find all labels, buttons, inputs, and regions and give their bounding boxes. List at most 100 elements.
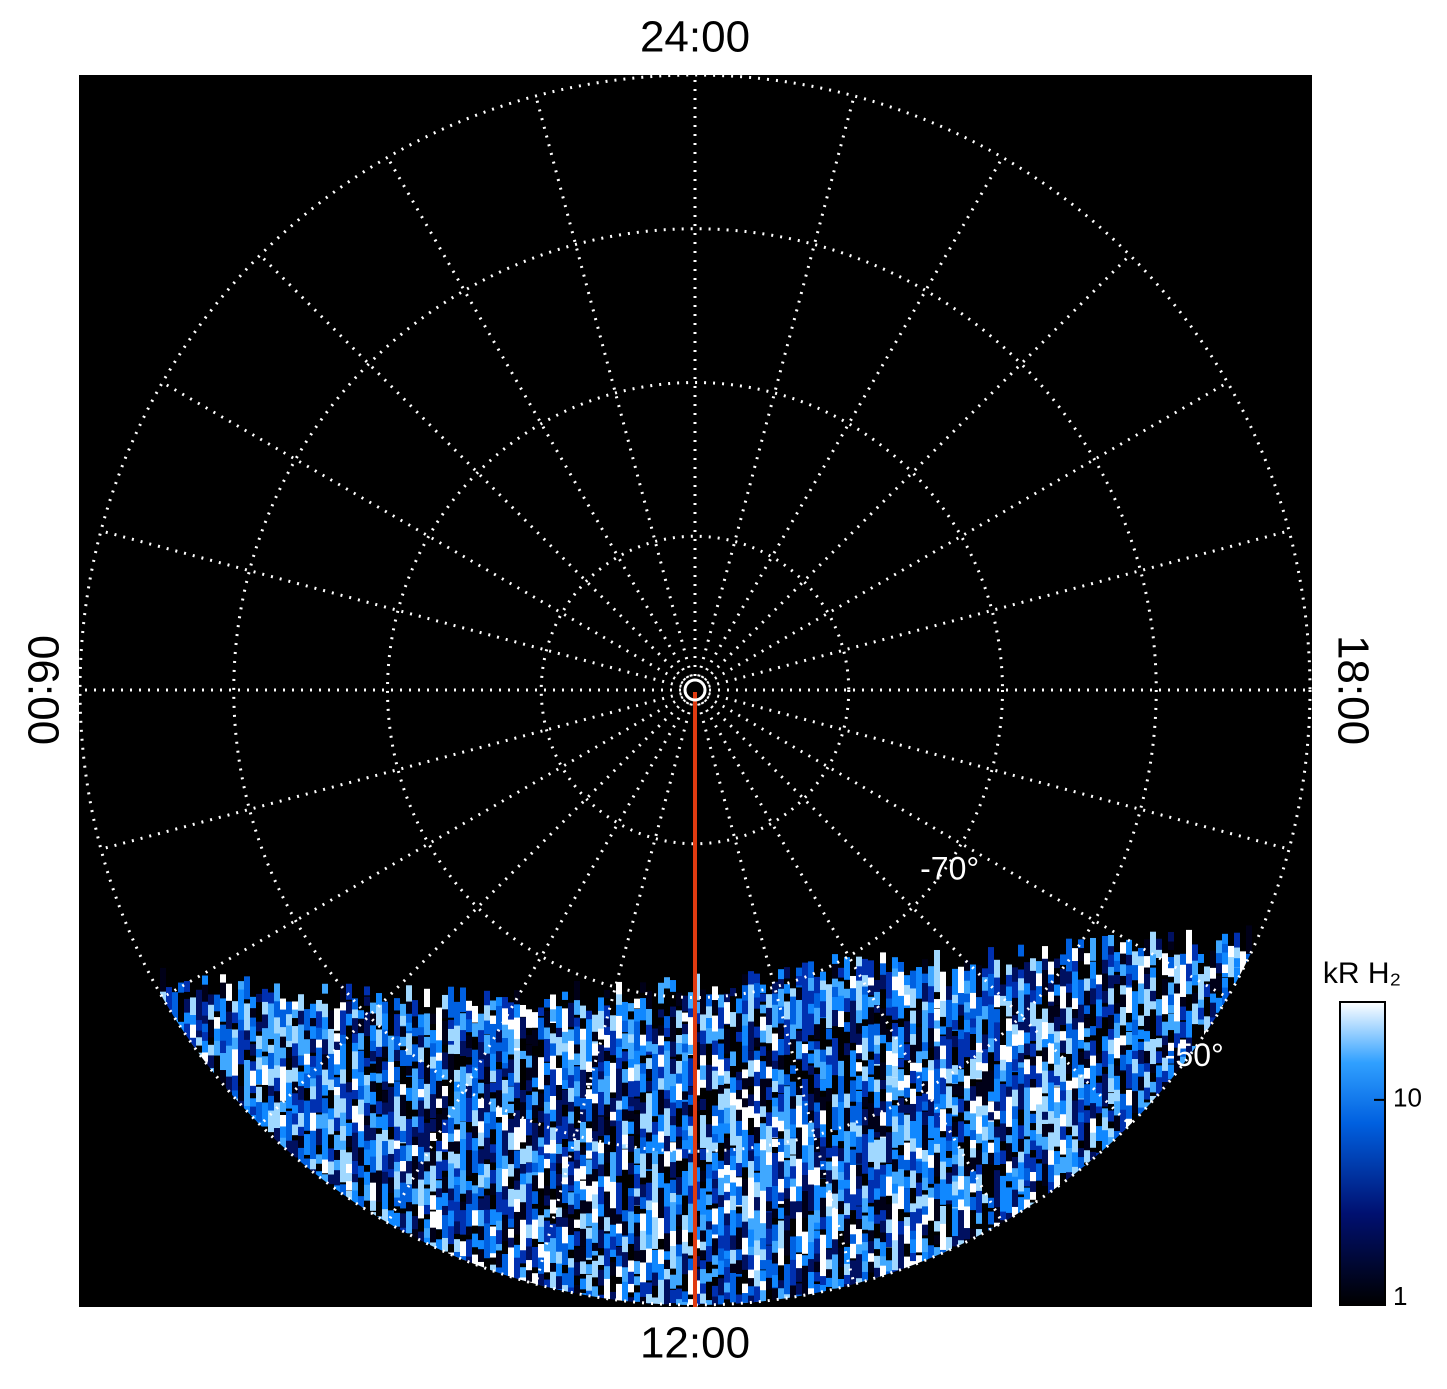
emission-cell	[634, 1213, 640, 1227]
emission-cell	[586, 1213, 592, 1227]
emission-cell	[676, 1177, 682, 1195]
emission-cell	[790, 1155, 796, 1167]
emission-cell	[766, 1024, 772, 1044]
emission-cell	[394, 998, 400, 1011]
emission-cell	[214, 1040, 220, 1056]
emission-cell	[814, 1272, 820, 1282]
emission-cell	[808, 1271, 814, 1305]
emission-cell	[562, 991, 568, 1000]
emission-cell	[820, 1197, 826, 1224]
emission-cell	[1222, 977, 1228, 993]
emission-cell	[802, 1191, 808, 1218]
emission-cell	[748, 1050, 754, 1064]
emission-cell	[892, 1105, 898, 1124]
emission-cell	[622, 1033, 628, 1049]
emission-cell	[898, 1251, 904, 1279]
emission-cell	[928, 1167, 934, 1184]
emission-cell	[1144, 999, 1150, 1017]
emission-cell	[814, 1261, 820, 1273]
emission-cell	[490, 1183, 496, 1196]
emission-cell	[244, 1003, 250, 1037]
emission-cell	[1186, 963, 1192, 990]
emission-cell	[646, 1153, 652, 1170]
emission-cell	[1108, 1015, 1114, 1040]
emission-cell	[856, 1206, 862, 1230]
emission-cell	[280, 1101, 286, 1113]
emission-cell	[1126, 973, 1132, 986]
emission-cell	[814, 1049, 820, 1068]
emission-cell	[334, 1308, 340, 1325]
emission-cell	[1036, 973, 1042, 989]
emission-cell	[1174, 1008, 1180, 1026]
emission-cell	[1228, 945, 1234, 959]
emission-cell	[610, 1111, 616, 1121]
emission-cell	[226, 983, 232, 1001]
emission-cell	[1048, 991, 1054, 1002]
emission-cell	[778, 1304, 784, 1305]
emission-cell	[688, 1246, 694, 1256]
emission-cell	[1102, 1130, 1108, 1147]
emission-cell	[862, 1271, 868, 1281]
emission-cell	[1054, 1151, 1060, 1174]
emission-cell	[850, 1131, 856, 1147]
emission-cell	[448, 1171, 454, 1205]
emission-cell	[556, 1067, 562, 1095]
emission-cell	[1114, 1101, 1120, 1129]
emission-cell	[418, 1132, 424, 1148]
emission-cell	[994, 1101, 1000, 1113]
emission-cell	[1078, 1112, 1084, 1123]
emission-cell	[484, 1164, 490, 1186]
emission-cell	[1042, 958, 1048, 981]
emission-cell	[352, 1009, 358, 1021]
emission-cell	[466, 1019, 472, 1033]
emission-cell	[730, 1182, 736, 1209]
emission-cell	[916, 1147, 922, 1159]
emission-cell	[1204, 1016, 1210, 1031]
emission-cell	[502, 1068, 508, 1077]
emission-cell	[652, 1044, 658, 1055]
emission-cell	[796, 1283, 802, 1297]
emission-cell	[454, 1153, 460, 1180]
emission-cell	[958, 1098, 964, 1113]
lt-label: 06:00	[18, 635, 67, 745]
emission-cell	[1060, 1031, 1066, 1043]
emission-cell	[1132, 951, 1138, 977]
emission-cell	[412, 1027, 418, 1037]
emission-cell	[1222, 943, 1228, 956]
emission-cell	[358, 1147, 364, 1168]
emission-cell	[952, 1003, 958, 1031]
emission-cell	[502, 1093, 508, 1117]
emission-cell	[532, 1273, 538, 1292]
emission-cell	[976, 1081, 982, 1100]
emission-cell	[424, 1036, 430, 1048]
emission-cell	[772, 1275, 778, 1288]
emission-cell	[880, 963, 886, 983]
emission-cell	[826, 1206, 832, 1219]
emission-cell	[904, 1021, 910, 1043]
emission-cell	[400, 1036, 406, 1047]
lat-label: -50°	[1165, 1037, 1224, 1073]
emission-cell	[430, 1211, 436, 1230]
emission-cell	[802, 991, 808, 1008]
emission-cell	[952, 1164, 958, 1176]
emission-cell	[958, 1085, 964, 1097]
emission-cell	[832, 1309, 838, 1318]
emission-cell	[628, 1059, 634, 1076]
emission-cell	[904, 1256, 910, 1270]
emission-cell	[550, 1139, 556, 1163]
emission-cell	[874, 1214, 880, 1224]
emission-cell	[520, 1148, 526, 1179]
emission-cell	[964, 1032, 970, 1058]
emission-cell	[1030, 970, 1036, 994]
emission-cell	[874, 1023, 880, 1040]
emission-cell	[808, 961, 814, 988]
emission-cell	[208, 1019, 214, 1038]
emission-cell	[562, 1068, 568, 1081]
emission-cell	[1084, 1028, 1090, 1037]
emission-cell	[520, 1004, 526, 1017]
emission-cell	[712, 1238, 718, 1263]
emission-cell	[820, 1124, 826, 1146]
emission-cell	[670, 1016, 676, 1049]
emission-cell	[322, 1113, 328, 1129]
emission-cell	[562, 1226, 568, 1248]
